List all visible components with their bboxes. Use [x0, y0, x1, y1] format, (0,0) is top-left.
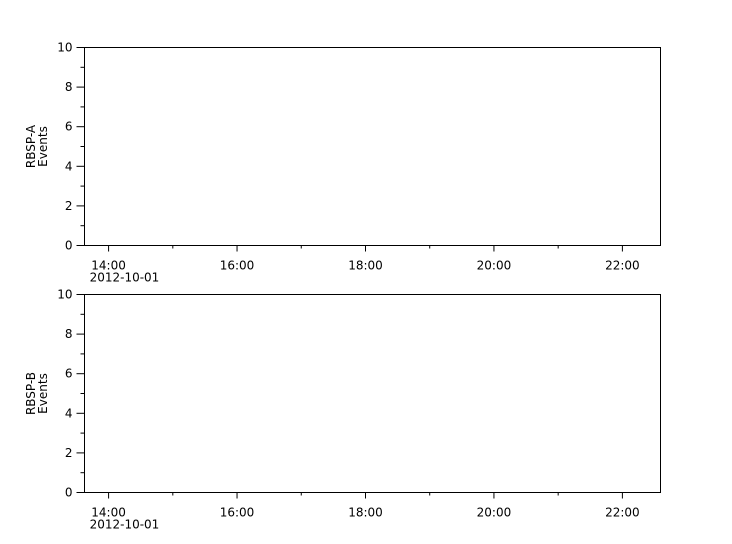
y-tick-label: 0: [65, 239, 73, 253]
x-tick-label: 16:00: [220, 259, 255, 273]
y-tick-label: 2: [65, 199, 73, 213]
y-tick-label: 6: [65, 120, 73, 134]
y-tick-label: 8: [65, 80, 73, 94]
x-date-label: 2012-10-01: [90, 271, 160, 285]
x-tick-label: 20:00: [477, 506, 512, 520]
y-tick-label: 4: [65, 159, 73, 173]
y-tick-label: 8: [65, 327, 73, 341]
x-tick-label: 22:00: [605, 259, 640, 273]
y-axis-label-line1: RBSP-B: [24, 372, 38, 415]
x-tick-label: 18:00: [348, 506, 383, 520]
x-tick-label: 14:00: [91, 259, 126, 273]
y-tick-label: 0: [65, 486, 73, 500]
panel-2: 0 2 4 6 8 10 14:00 16:00 18:00 20:00 22:00 2012-10-…: [24, 288, 661, 532]
panel-1: 0 2 4 6 8 10 14:00 16:00 18:00 20:00 22:00 2012-10-…: [24, 41, 661, 285]
y-axis-label-line1: RBSP-A: [24, 124, 38, 168]
y-tick-label: 2: [65, 446, 73, 460]
y-axis-label-line2: Events: [36, 373, 50, 414]
x-tick-label: 18:00: [348, 259, 383, 273]
plot-frame: [84, 47, 661, 246]
x-date-label: 2012-10-01: [90, 518, 160, 532]
y-axis-label-line2: Events: [36, 126, 50, 167]
y-tick-label: 10: [57, 41, 72, 55]
y-tick-label: 10: [57, 288, 72, 302]
x-tick-label: 14:00: [91, 506, 126, 520]
y-tick-label: 6: [65, 367, 73, 381]
y-tick-label: 4: [65, 406, 73, 420]
x-tick-label: 22:00: [605, 506, 640, 520]
plot-frame: [84, 294, 661, 493]
x-tick-label: 20:00: [477, 259, 512, 273]
x-tick-label: 16:00: [220, 506, 255, 520]
